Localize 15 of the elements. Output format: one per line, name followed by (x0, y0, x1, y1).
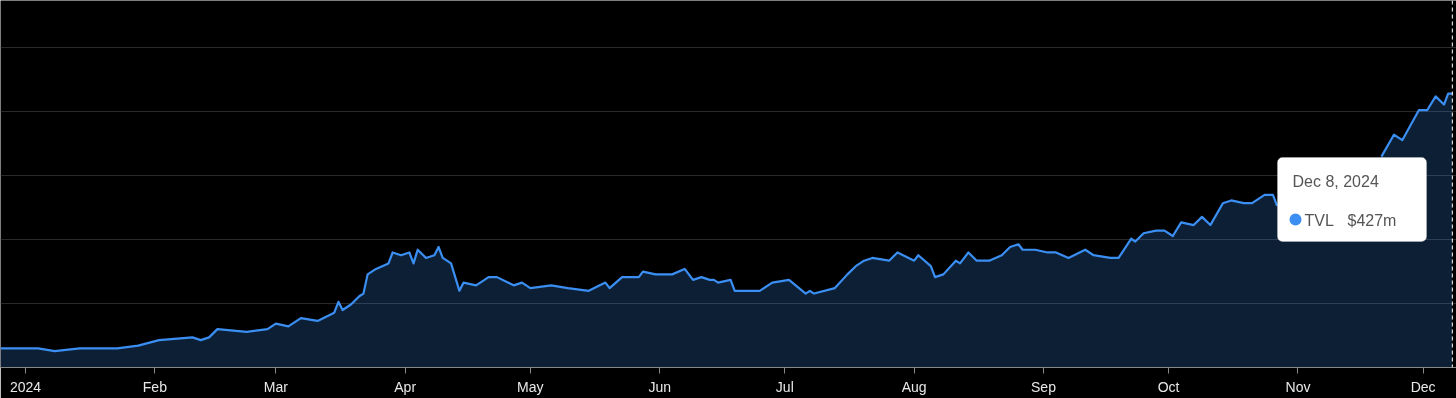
x-tick-label: Aug (901, 378, 927, 395)
x-tick-label: May (517, 378, 544, 395)
x-tick-label: Feb (142, 378, 168, 395)
annotation: Dec 8, 2024 (1292, 172, 1379, 190)
legend-label: TVL (1304, 211, 1334, 229)
x-tick-label: Dec (1410, 378, 1436, 395)
x-tick-label: Mar (263, 378, 289, 395)
x-tick-label: Nov (1285, 378, 1311, 395)
x-tick-label: 2024 (9, 378, 42, 395)
x-tick-label: Jul (775, 378, 794, 395)
x-tick-label: Jun (648, 378, 671, 395)
x-tick-label: Oct (1157, 378, 1180, 395)
x-tick-label: Apr (394, 378, 417, 395)
annotation: $427m (1347, 211, 1397, 229)
x-tick-label: Sep (1031, 378, 1057, 395)
